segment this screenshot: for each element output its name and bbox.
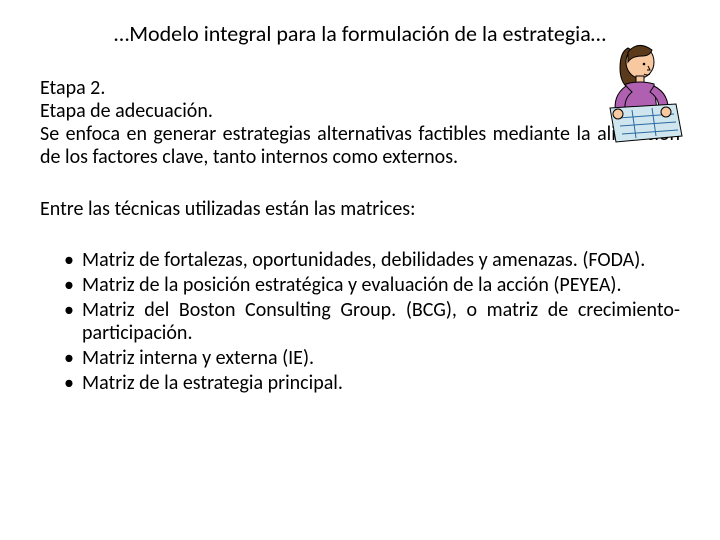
techniques-subhead: Entre las técnicas utilizadas están las …	[40, 197, 680, 221]
stage-name: Etapa de adecuación.	[40, 100, 680, 123]
list-item: Matriz interna y externa (IE).	[64, 347, 680, 370]
stage-paragraph: Etapa 2. Etapa de adecuación. Se enfoca …	[40, 77, 680, 169]
slide-title: …Modelo integral para la formulación de …	[40, 20, 680, 47]
stage-description: Se enfoca en generar estrategias alterna…	[40, 122, 680, 169]
list-item: Matriz de fortalezas, oportunidades, deb…	[64, 249, 680, 272]
list-item: Matriz de la posición estratégica y eval…	[64, 274, 680, 297]
woman-blueprint-illustration	[598, 34, 690, 144]
matrices-list: Matriz de fortalezas, oportunidades, deb…	[40, 249, 680, 395]
list-item: Matriz de la estrategia principal.	[64, 372, 680, 395]
stage-label: Etapa 2.	[40, 77, 680, 100]
list-item: Matriz del Boston Consulting Group. (BCG…	[64, 299, 680, 345]
